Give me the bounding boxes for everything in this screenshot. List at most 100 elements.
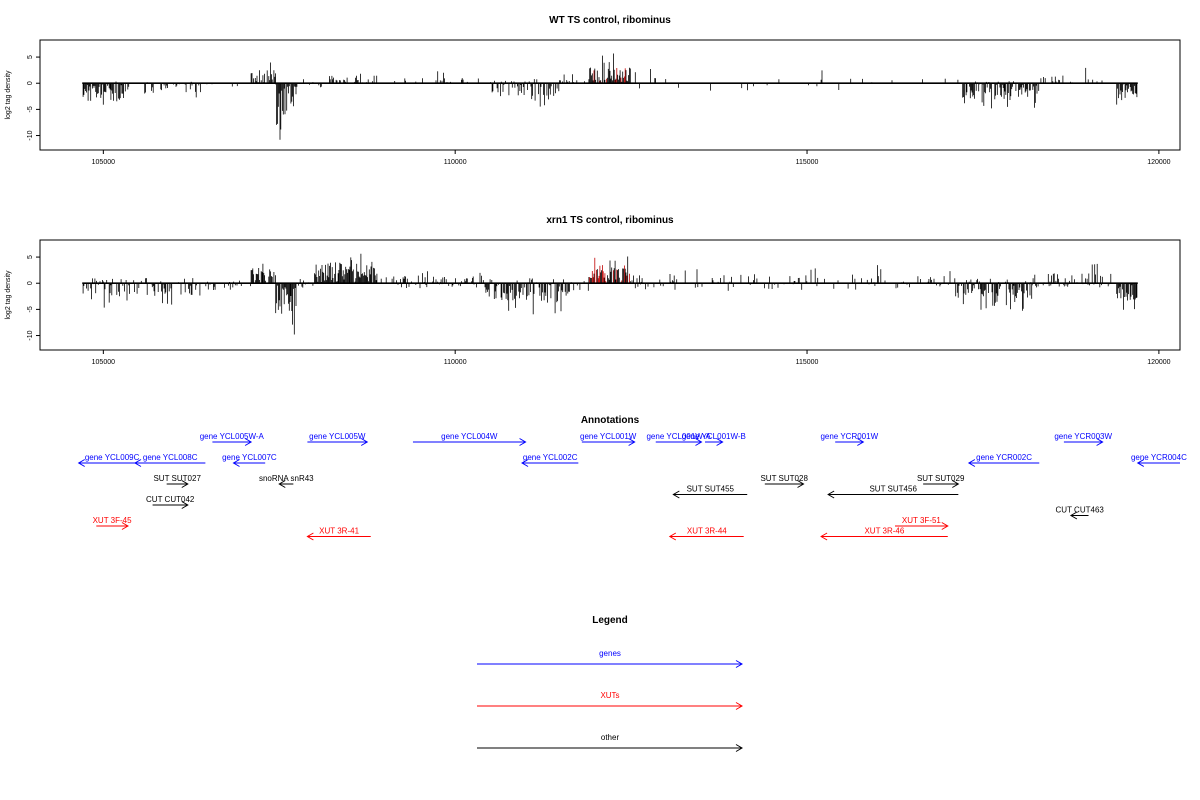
feature-label: gene YCL009C xyxy=(85,453,140,462)
feature-label: snoRNA snR43 xyxy=(259,474,314,483)
legend-label: other xyxy=(601,733,620,742)
legend-item-gene: genes xyxy=(477,649,743,668)
panel-title: WT TS control, ribominus xyxy=(549,15,671,26)
feature-label: gene YCL002C xyxy=(523,453,578,462)
feature-label: XUT 3F-45 xyxy=(93,516,133,525)
y-axis-label: log2 tag density xyxy=(5,70,12,120)
feature-sut-sut029: SUT SUT029 xyxy=(917,474,965,488)
feature-label: gene YCL004W xyxy=(441,432,498,441)
feature-arrow-head xyxy=(1136,459,1145,467)
feature-gene-ycl001w-a: gene YCL001W-A xyxy=(646,432,711,446)
wt-signal-panel: WT TS control, ribominus log2 tag densit… xyxy=(5,15,1181,166)
feature-arrow-head xyxy=(360,438,369,446)
y-tick-label: -5 xyxy=(27,106,34,112)
feature-arrow-head xyxy=(181,501,189,509)
feature-arrow-head xyxy=(519,438,527,446)
feature-xut-3r-41: XUT 3R-41 xyxy=(306,527,371,541)
legend-items: genes XUTs other xyxy=(477,649,743,752)
feature-arrow-head xyxy=(668,532,677,541)
feature-label: gene YCL005W-A xyxy=(200,432,265,441)
x-tick-label: 105000 xyxy=(92,359,115,366)
feature-label: XUT 3R-41 xyxy=(319,527,359,536)
feature-arrow-head xyxy=(181,480,189,488)
feature-gene-ycr003w: gene YCR003W xyxy=(1054,432,1112,446)
legend-arrow-head xyxy=(735,702,743,710)
feature-label: SUT SUT456 xyxy=(869,485,917,494)
feature-arrow-head xyxy=(967,459,976,467)
legend-arrow-head xyxy=(735,744,743,752)
feature-label: SUT SUT027 xyxy=(153,474,201,483)
y-axis-label: log2 tag density xyxy=(5,270,12,320)
y-tick-label: -10 xyxy=(27,330,34,340)
feature-label: gene YCL007C xyxy=(222,453,277,462)
feature-label: gene YCL001W-A xyxy=(646,432,711,441)
feature-label: SUT SUT029 xyxy=(917,474,965,483)
feature-label: gene YCL005W xyxy=(309,432,366,441)
feature-arrow-head xyxy=(672,490,680,499)
legend-label: genes xyxy=(599,649,621,658)
legend-title: Legend xyxy=(592,615,628,626)
feature-gene-ycl005w: gene YCL005W xyxy=(307,432,369,446)
y-tick-label: 5 xyxy=(27,55,34,59)
panel-title: xrn1 TS control, ribominus xyxy=(546,215,674,226)
axes: 105000 110000 115000 120000 5 0 -5 -10 xyxy=(27,55,1171,166)
feature-arrow-head xyxy=(820,532,828,541)
x-tick-label: 105000 xyxy=(92,159,115,166)
feature-xut-3r-44: XUT 3R-44 xyxy=(668,527,744,541)
feature-label: gene YCL001W-B xyxy=(682,432,746,441)
feature-label: XUT 3F-51 xyxy=(902,516,942,525)
plot-frame xyxy=(39,239,1181,351)
feature-sut-sut456: SUT SUT456 xyxy=(827,485,959,499)
feature-arrow-head xyxy=(827,490,835,499)
feature-arrow-head xyxy=(521,459,529,467)
legend-arrow-head xyxy=(735,660,743,668)
signal-bars xyxy=(82,253,1138,335)
feature-label: gene YCR003W xyxy=(1054,432,1112,441)
feature-label: gene YCL001W xyxy=(580,432,637,441)
feature-label: gene YCR001W xyxy=(820,432,878,441)
x-tick-label: 115000 xyxy=(796,359,819,366)
feature-label: CUT CUT463 xyxy=(1056,506,1105,515)
y-tick-label: 5 xyxy=(27,255,34,259)
xrn1-signal-panel: xrn1 TS control, ribominus log2 tag dens… xyxy=(5,215,1181,366)
feature-arrow-head xyxy=(121,522,129,530)
y-tick-label: 0 xyxy=(27,81,34,85)
feature-arrow-head xyxy=(1069,511,1078,520)
legend: Legend genes XUTs other xyxy=(477,615,743,752)
feature-xut-3f-45: XUT 3F-45 xyxy=(93,516,133,530)
feature-gene-ycl007c: gene YCL007C xyxy=(222,453,277,467)
feature-label: XUT 3R-44 xyxy=(687,527,727,536)
feature-gene-ycl001w-b: gene YCL001W-B xyxy=(682,432,746,446)
feature-gene-ycl002c: gene YCL002C xyxy=(521,453,579,467)
feature-arrow-head xyxy=(232,459,240,467)
feature-xut-3r-46: XUT 3R-46 xyxy=(820,527,948,541)
feature-arrow-head xyxy=(797,480,805,488)
feature-gene-ycr004c: gene YCR004C xyxy=(1131,453,1187,467)
feature-label: SUT SUT028 xyxy=(760,474,808,483)
y-tick-label: -5 xyxy=(27,306,34,312)
y-tick-label: 0 xyxy=(27,281,34,285)
feature-arrow-head xyxy=(134,459,142,467)
feature-label: gene YCL008C xyxy=(143,453,198,462)
signal-bars xyxy=(82,53,1138,140)
feature-arrow-head xyxy=(278,480,286,488)
feature-arrow-head xyxy=(1096,438,1104,446)
feature-arrows: gene YCL009C gene YCL008C gene YCL005W-A ge… xyxy=(77,432,1187,541)
feature-arrow-head xyxy=(941,522,949,530)
feature-label: XUT 3R-46 xyxy=(864,527,904,536)
x-tick-label: 110000 xyxy=(444,159,467,166)
feature-cut-cut042: CUT CUT042 xyxy=(146,495,195,509)
feature-label: gene YCR002C xyxy=(976,453,1032,462)
feature-sut-sut455: SUT SUT455 xyxy=(672,485,748,499)
feature-label: gene YCR004C xyxy=(1131,453,1187,462)
feature-arrow-head xyxy=(695,438,703,446)
feature-snorna-snr43: snoRNA snR43 xyxy=(259,474,314,488)
feature-gene-ycr002c: gene YCR002C xyxy=(967,453,1040,467)
feature-arrow-head xyxy=(952,480,960,488)
legend-item-xut: XUTs xyxy=(477,691,743,710)
x-tick-label: 120000 xyxy=(1147,359,1170,366)
feature-sut-sut027: SUT SUT027 xyxy=(153,474,201,488)
x-tick-label: 110000 xyxy=(444,359,467,366)
feature-sut-sut028: SUT SUT028 xyxy=(760,474,808,488)
